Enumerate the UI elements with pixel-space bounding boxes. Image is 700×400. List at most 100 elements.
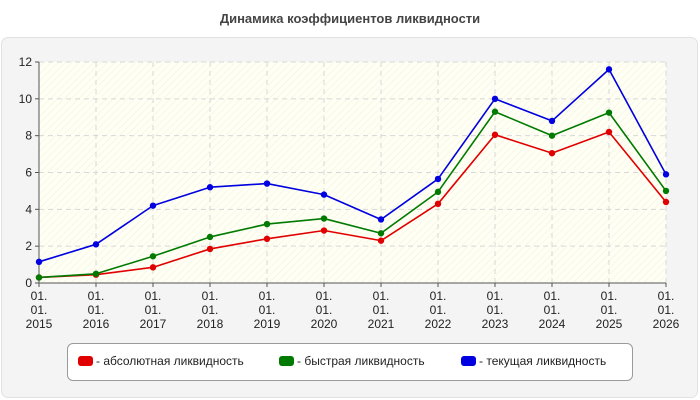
legend-label-current: - текущая ликвидность: [479, 354, 607, 368]
x-tick-label-line: 01.: [373, 303, 390, 317]
x-tick-label-line: 2025: [596, 317, 623, 331]
x-tick-label-line: 01.: [259, 289, 276, 303]
series-2-point: [662, 171, 670, 178]
series-0-point: [149, 264, 157, 271]
x-tick-label-line: 01.: [601, 289, 618, 303]
legend-swatch-current: [461, 356, 476, 366]
x-tick-label-line: 2020: [311, 317, 338, 331]
x-tick-label-line: 01.: [487, 289, 504, 303]
x-tick-label-line: 01.: [430, 289, 447, 303]
chart-title: Динамика коэффициентов ликвидности: [219, 11, 481, 26]
series-1-point: [377, 230, 385, 237]
series-1-point: [605, 109, 613, 116]
legend-label-quick: - быстрая ликвидность: [297, 354, 425, 368]
series-0-point: [662, 198, 670, 206]
x-tick-label-line: 2017: [140, 317, 167, 331]
legend-swatch-absolute: [78, 356, 93, 366]
series-2-point: [548, 117, 556, 125]
x-tick-label-line: 01.: [544, 289, 561, 303]
x-tick-label: 01. 01. 2016: [83, 289, 110, 331]
series-1-point: [548, 132, 556, 139]
series-0-point: [377, 237, 385, 244]
series-line-1: [38, 110, 667, 279]
legend-item-absolute[interactable]: - абсолютная ликвидность: [78, 354, 244, 368]
x-tick-label-line: 01.: [487, 303, 504, 317]
y-tick-label: 10: [19, 92, 33, 106]
x-tick-label-line: 01.: [145, 303, 162, 317]
x-tick-label-line: 2018: [197, 317, 224, 331]
x-tick-label-line: 01.: [373, 289, 390, 303]
series-0-point: [263, 235, 271, 242]
x-tick-label-line: 01.: [430, 303, 447, 317]
series-2-point: [263, 180, 271, 187]
series-2-point: [491, 95, 499, 103]
y-tick-label: 12: [19, 55, 33, 69]
series-1-point: [149, 253, 157, 260]
series-0-point: [605, 128, 613, 136]
legend-item-quick[interactable]: - быстрая ликвидность: [279, 354, 425, 368]
data-series: [35, 66, 670, 281]
x-tick-label-line: 01.: [316, 303, 333, 317]
x-tick-label-line: 2016: [83, 317, 110, 331]
series-2-point: [206, 184, 214, 191]
x-tick-label-line: 2022: [425, 317, 452, 331]
y-tick-label: 2: [25, 239, 32, 253]
y-tick-label: 6: [25, 166, 32, 180]
x-tick-label-line: 01.: [259, 303, 276, 317]
series-line-0: [38, 131, 667, 279]
x-tick-label: 01. 01. 2019: [254, 289, 281, 331]
series-0-point: [206, 245, 214, 253]
x-tick-label: 01. 01. 2018: [197, 289, 224, 331]
chart-legend: - абсолютная ликвидность - быстрая ликви…: [67, 343, 633, 381]
series-1-point: [320, 215, 328, 222]
x-tick-label-line: 2023: [482, 317, 509, 331]
x-tick-label-line: 2021: [368, 317, 395, 331]
x-tick-label: 01. 01. 2026: [653, 289, 680, 331]
y-tick-label: 0: [25, 276, 32, 290]
legend-label-absolute: - абсолютная ликвидность: [96, 354, 244, 368]
series-0-point: [491, 131, 499, 138]
x-tick-label-line: 01.: [202, 303, 219, 317]
x-tick-label-line: 01.: [88, 303, 105, 317]
x-tick-label-line: 01.: [31, 303, 48, 317]
series-1-point: [206, 233, 214, 241]
series-1-point: [35, 274, 43, 281]
y-tick-label: 4: [25, 202, 32, 216]
series-line-2: [38, 68, 667, 263]
series-2-point: [320, 191, 328, 198]
x-tick-label: 01. 01. 2015: [26, 289, 53, 331]
x-tick-label-line: 01.: [658, 303, 675, 317]
x-tick-label-line: 01.: [202, 289, 219, 303]
x-tick-label-line: 2015: [26, 317, 53, 331]
legend-item-current[interactable]: - текущая ликвидность: [461, 354, 606, 368]
y-tick-label: 8: [25, 129, 32, 143]
x-tick-label-line: 01.: [601, 303, 618, 317]
x-tick-label-line: 01.: [316, 289, 333, 303]
x-tick-label-line: 01.: [658, 289, 675, 303]
series-2-point: [377, 216, 385, 223]
x-tick-label: 01. 01. 2020: [311, 289, 338, 331]
y-tick-labels: 0 2 4 6 8 10 12: [19, 55, 33, 290]
series-2-point: [92, 241, 100, 248]
x-tick-label-line: 2024: [539, 317, 566, 331]
x-tick-label-line: 01.: [88, 289, 105, 303]
series-1-point: [263, 220, 271, 228]
series-1-point: [434, 188, 442, 196]
series-2-point: [605, 66, 613, 73]
series-0-point: [320, 227, 328, 234]
x-tick-label: 01. 01. 2017: [140, 289, 167, 331]
series-1-point: [662, 187, 670, 195]
series-2-point: [35, 258, 43, 266]
x-tick-label: 01. 01. 2023: [482, 289, 509, 331]
series-0-point: [434, 200, 442, 208]
x-tick-label-line: 01.: [544, 303, 561, 317]
series-2-point: [149, 202, 157, 209]
x-tick-label-line: 01.: [31, 289, 48, 303]
x-tick-label-line: 2019: [254, 317, 281, 331]
legend-swatch-quick: [279, 356, 294, 366]
series-0-point: [548, 149, 556, 157]
series-1-point: [491, 108, 499, 115]
series-1-point: [92, 270, 100, 277]
